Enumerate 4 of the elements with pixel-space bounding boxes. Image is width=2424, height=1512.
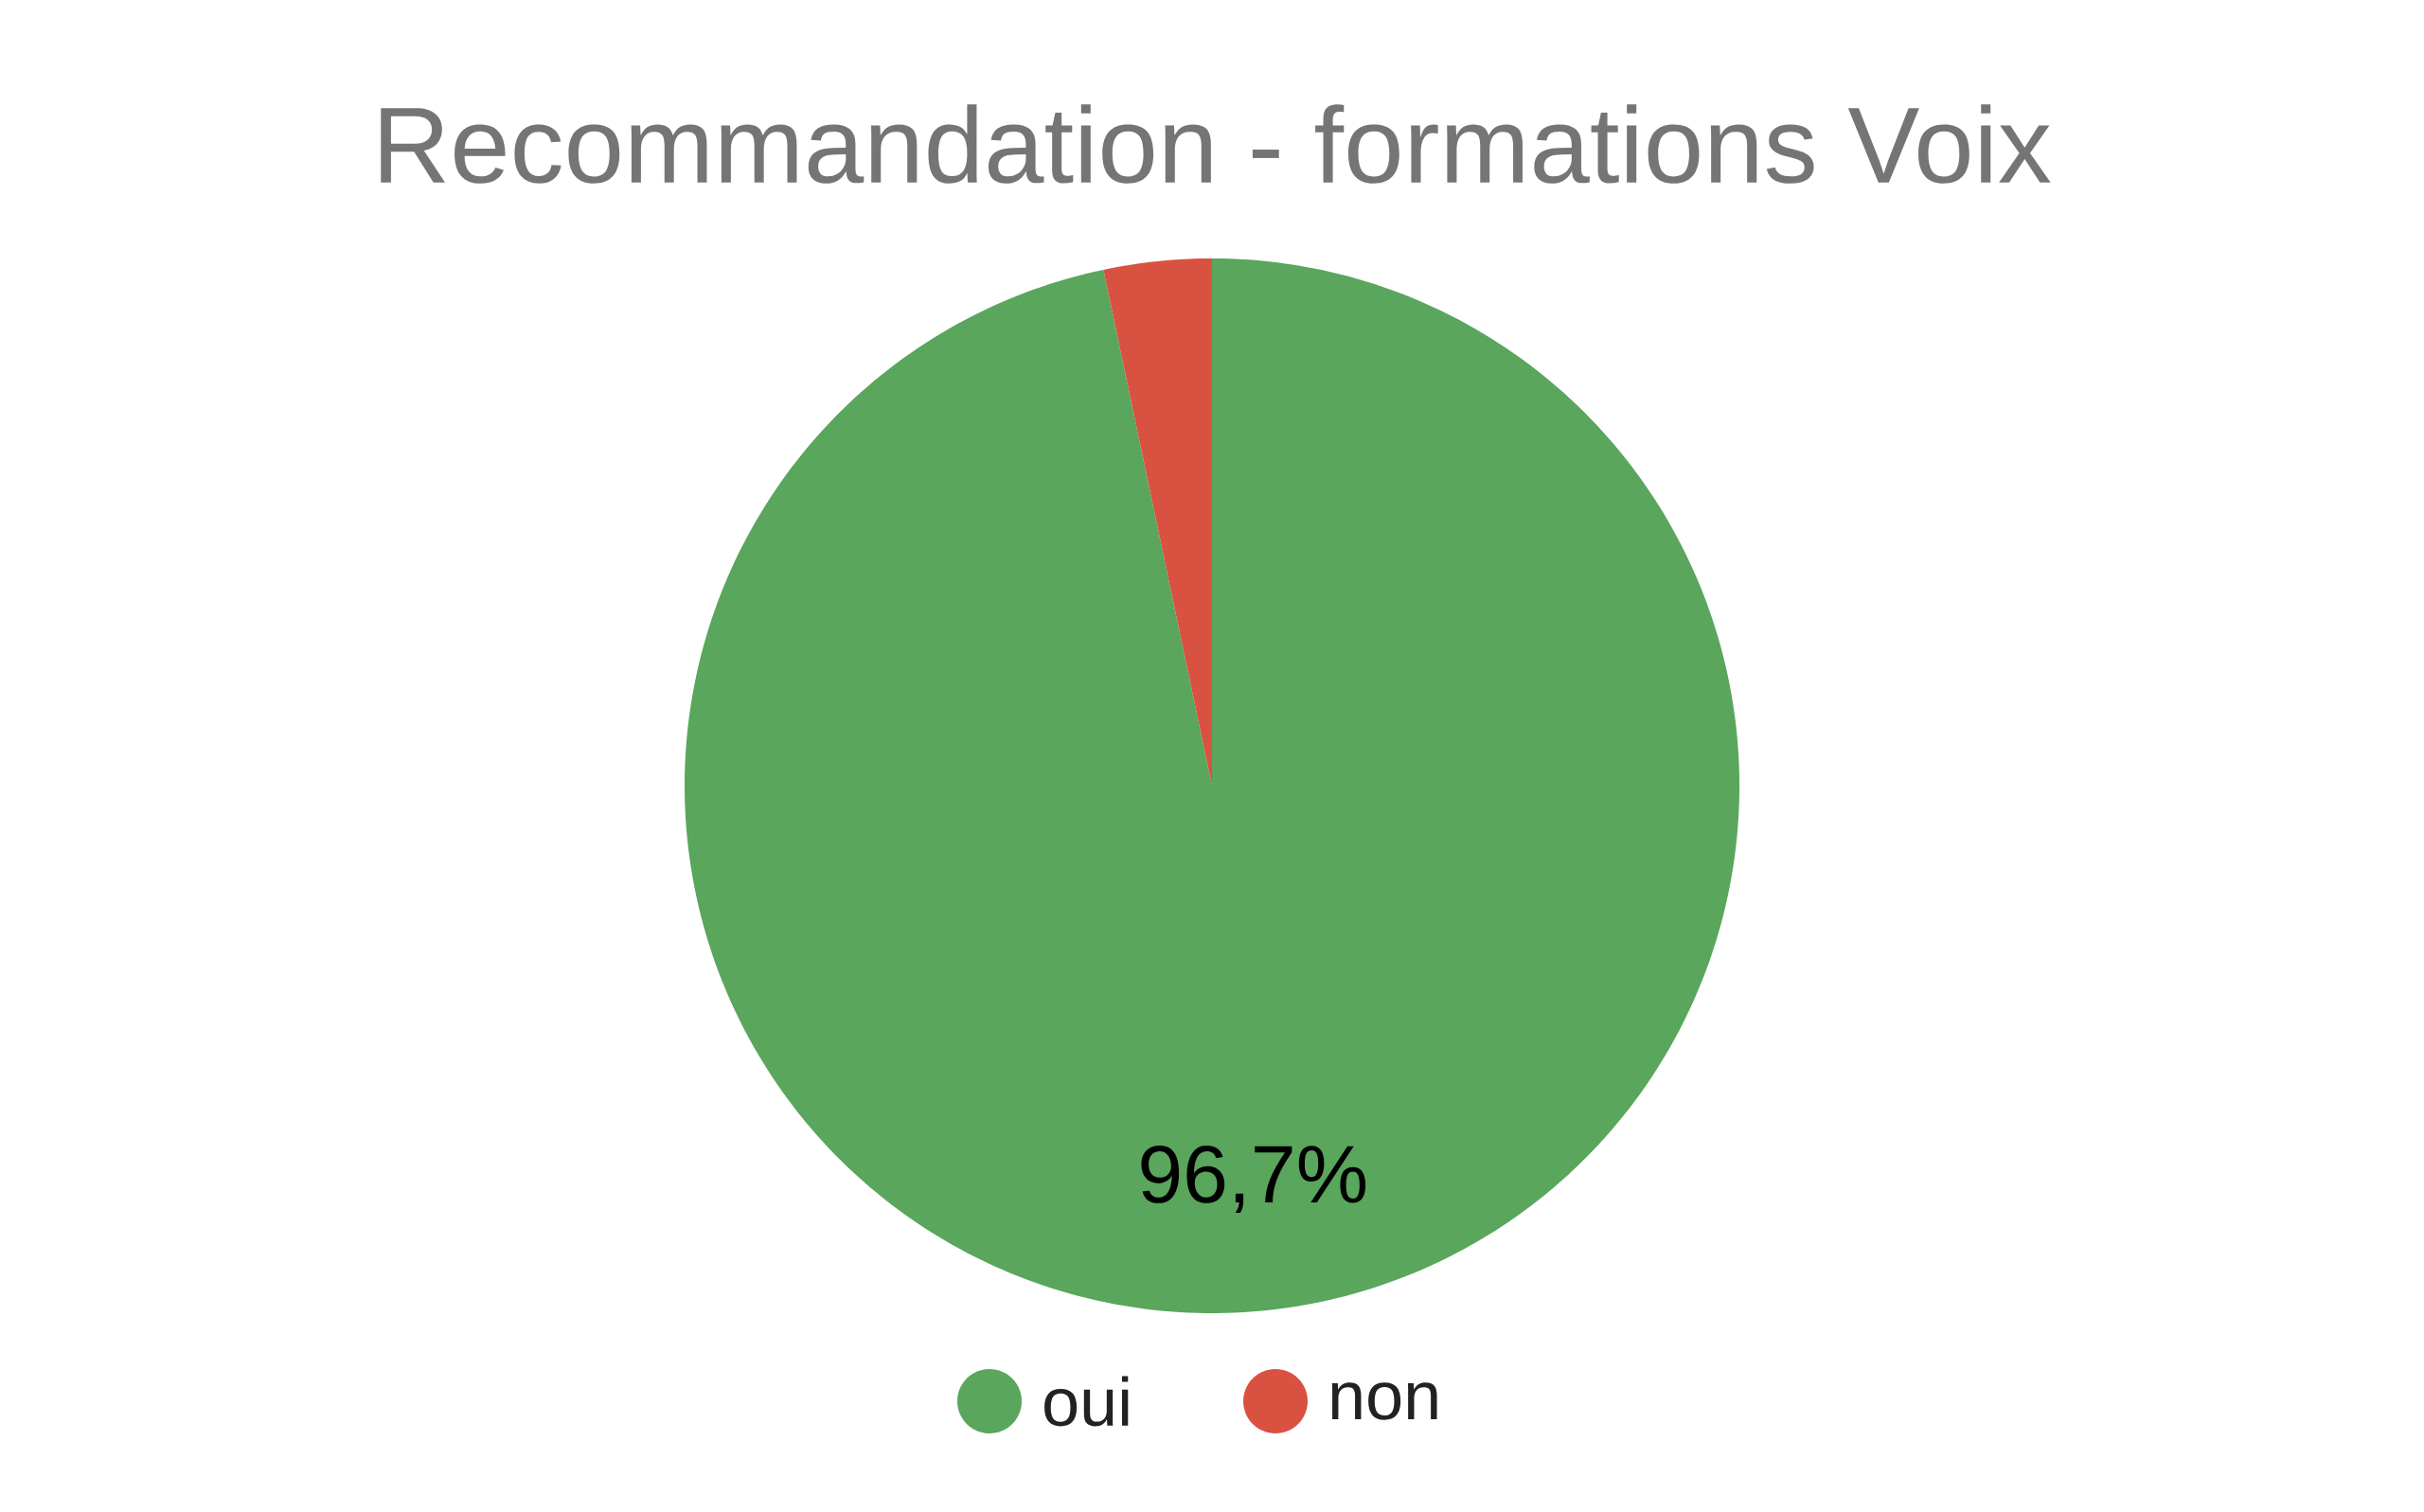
legend-label: non [1331,1382,1437,1420]
legend-label: oui [1044,1376,1129,1427]
chart-title: Recommandation - formations Voix [381,104,2051,184]
data-label: 96,7% [1141,1145,1366,1214]
